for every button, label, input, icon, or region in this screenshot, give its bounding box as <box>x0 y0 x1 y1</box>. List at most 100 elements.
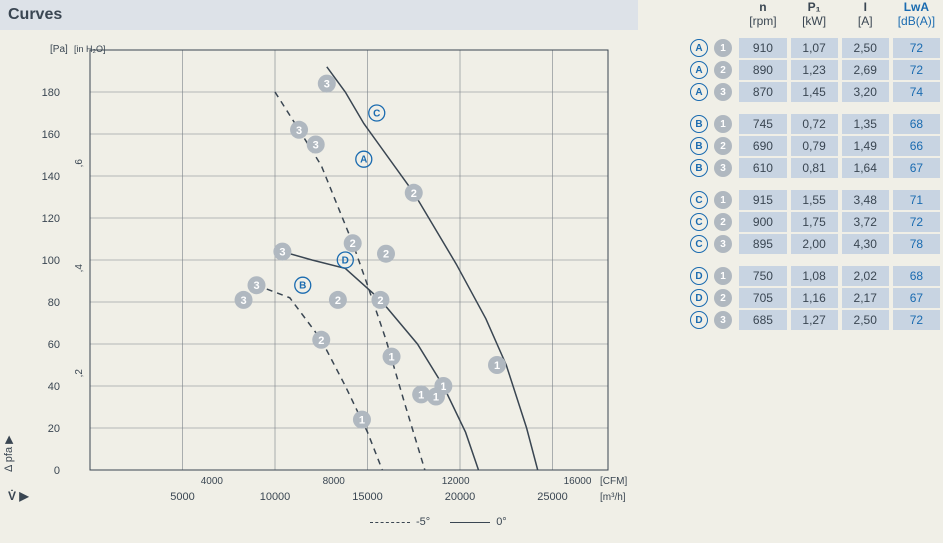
cell: 1,08 <box>791 266 838 286</box>
svg-text:3: 3 <box>240 295 246 307</box>
svg-text:0: 0 <box>54 465 60 477</box>
curve-badge-D: D <box>690 267 708 285</box>
point-badge-1: 1 <box>714 115 732 133</box>
point-badge-2: 2 <box>714 61 732 79</box>
svg-text:5000: 5000 <box>170 491 194 503</box>
col-header-I: I[A] <box>842 0 889 28</box>
chart-legend: -5° 0° <box>370 516 507 528</box>
svg-text:10000: 10000 <box>260 491 291 503</box>
svg-text:2: 2 <box>318 335 324 347</box>
cell: 685 <box>739 310 786 330</box>
legend-item: -5° <box>370 516 430 528</box>
curve-badge-C: C <box>690 213 708 231</box>
cell: 895 <box>739 234 786 254</box>
svg-text:25000: 25000 <box>537 491 568 503</box>
cell: 745 <box>739 114 786 134</box>
svg-text:[m³/h]: [m³/h] <box>600 492 626 503</box>
col-header-n: n[rpm] <box>739 0 786 28</box>
svg-text:3: 3 <box>279 247 285 259</box>
svg-text:,2: ,2 <box>74 369 85 378</box>
cell: 71 <box>893 190 940 210</box>
svg-text:20000: 20000 <box>445 491 476 503</box>
col-header-LwA: LwA[dB(A)] <box>893 0 940 28</box>
cell: 2,50 <box>842 38 889 58</box>
svg-text:[CFM]: [CFM] <box>600 476 627 487</box>
cell: 3,72 <box>842 212 889 232</box>
cell: 2,69 <box>842 60 889 80</box>
svg-text:1: 1 <box>494 360 500 372</box>
curve-badge-B: B <box>690 159 708 177</box>
cell: 1,16 <box>791 288 838 308</box>
svg-text:3: 3 <box>253 280 259 292</box>
cell: 900 <box>739 212 786 232</box>
svg-text:2: 2 <box>411 188 417 200</box>
cell: 750 <box>739 266 786 286</box>
cell: 1,27 <box>791 310 838 330</box>
svg-text:1: 1 <box>388 352 394 364</box>
cell: 72 <box>893 60 940 80</box>
table-row: B36100,811,6467 <box>690 158 940 178</box>
table-row: D36851,272,5072 <box>690 310 940 330</box>
svg-text:15000: 15000 <box>352 491 383 503</box>
cell: 890 <box>739 60 786 80</box>
svg-text:1: 1 <box>433 392 439 404</box>
curve-badge-C: C <box>690 191 708 209</box>
cell: 66 <box>893 136 940 156</box>
cell: 2,50 <box>842 310 889 330</box>
svg-text:1: 1 <box>359 415 365 427</box>
curve-badge-A: A <box>690 61 708 79</box>
cell: 67 <box>893 158 940 178</box>
table-row: C38952,004,3078 <box>690 234 940 254</box>
svg-text:140: 140 <box>42 171 60 183</box>
svg-text:2: 2 <box>350 238 356 250</box>
svg-text:D: D <box>342 256 349 267</box>
svg-text:20: 20 <box>48 423 60 435</box>
cell: 2,17 <box>842 288 889 308</box>
cell: 1,35 <box>842 114 889 134</box>
title-text: Curves <box>8 6 62 24</box>
cell: 74 <box>893 82 940 102</box>
svg-text:120: 120 <box>42 213 60 225</box>
cell: 2,02 <box>842 266 889 286</box>
svg-text:2: 2 <box>377 295 383 307</box>
curve-badge-D: D <box>690 311 708 329</box>
point-badge-3: 3 <box>714 311 732 329</box>
cell: 0,79 <box>791 136 838 156</box>
table-header-row: n[rpm]P₁[kW]I[A]LwA[dB(A)] <box>690 0 940 28</box>
table-row: A2 8901,232,6972 <box>690 60 940 80</box>
legend-item: 0° <box>450 516 507 528</box>
cell: 1,64 <box>842 158 889 178</box>
svg-text:3: 3 <box>324 79 330 91</box>
table-group-A: A19101,072,5072A28901,232,6972A38701,453… <box>690 38 940 102</box>
svg-text:,6: ,6 <box>74 159 85 168</box>
cell: 4,30 <box>842 234 889 254</box>
svg-text:16000: 16000 <box>564 476 592 487</box>
svg-text:3: 3 <box>296 125 302 137</box>
cell: 3,20 <box>842 82 889 102</box>
table-row: B26900,791,4966 <box>690 136 940 156</box>
cell: 1,07 <box>791 38 838 58</box>
svg-text:Δ pfa ▶: Δ pfa ▶ <box>3 435 15 472</box>
cell: 910 <box>739 38 786 58</box>
svg-text:,4: ,4 <box>74 264 85 273</box>
cell: 78 <box>893 234 940 254</box>
col-header-P₁: P₁[kW] <box>791 0 838 28</box>
svg-text:12000: 12000 <box>442 476 470 487</box>
curve-badge-A: A <box>690 83 708 101</box>
performance-chart: 0204060801001201401601805000100001500020… <box>0 30 638 538</box>
svg-text:80: 80 <box>48 297 60 309</box>
table-group-C: C19151,553,4871C29001,753,7272C38952,004… <box>690 190 940 254</box>
cell: 72 <box>893 38 940 58</box>
cell: 68 <box>893 266 940 286</box>
svg-text:A: A <box>360 155 367 166</box>
svg-text:40: 40 <box>48 381 60 393</box>
svg-text:B: B <box>299 281 306 292</box>
cell: 1,23 <box>791 60 838 80</box>
table-group-B: B17450,721,3568B26900,791,4966B36100,811… <box>690 114 940 178</box>
svg-text:60: 60 <box>48 339 60 351</box>
svg-text:V̇ ▶: V̇ ▶ <box>8 488 29 503</box>
point-badge-3: 3 <box>714 83 732 101</box>
curve-badge-A: A <box>690 39 708 57</box>
point-badge-2: 2 <box>714 289 732 307</box>
table-row: C29001,753,7272 <box>690 212 940 232</box>
